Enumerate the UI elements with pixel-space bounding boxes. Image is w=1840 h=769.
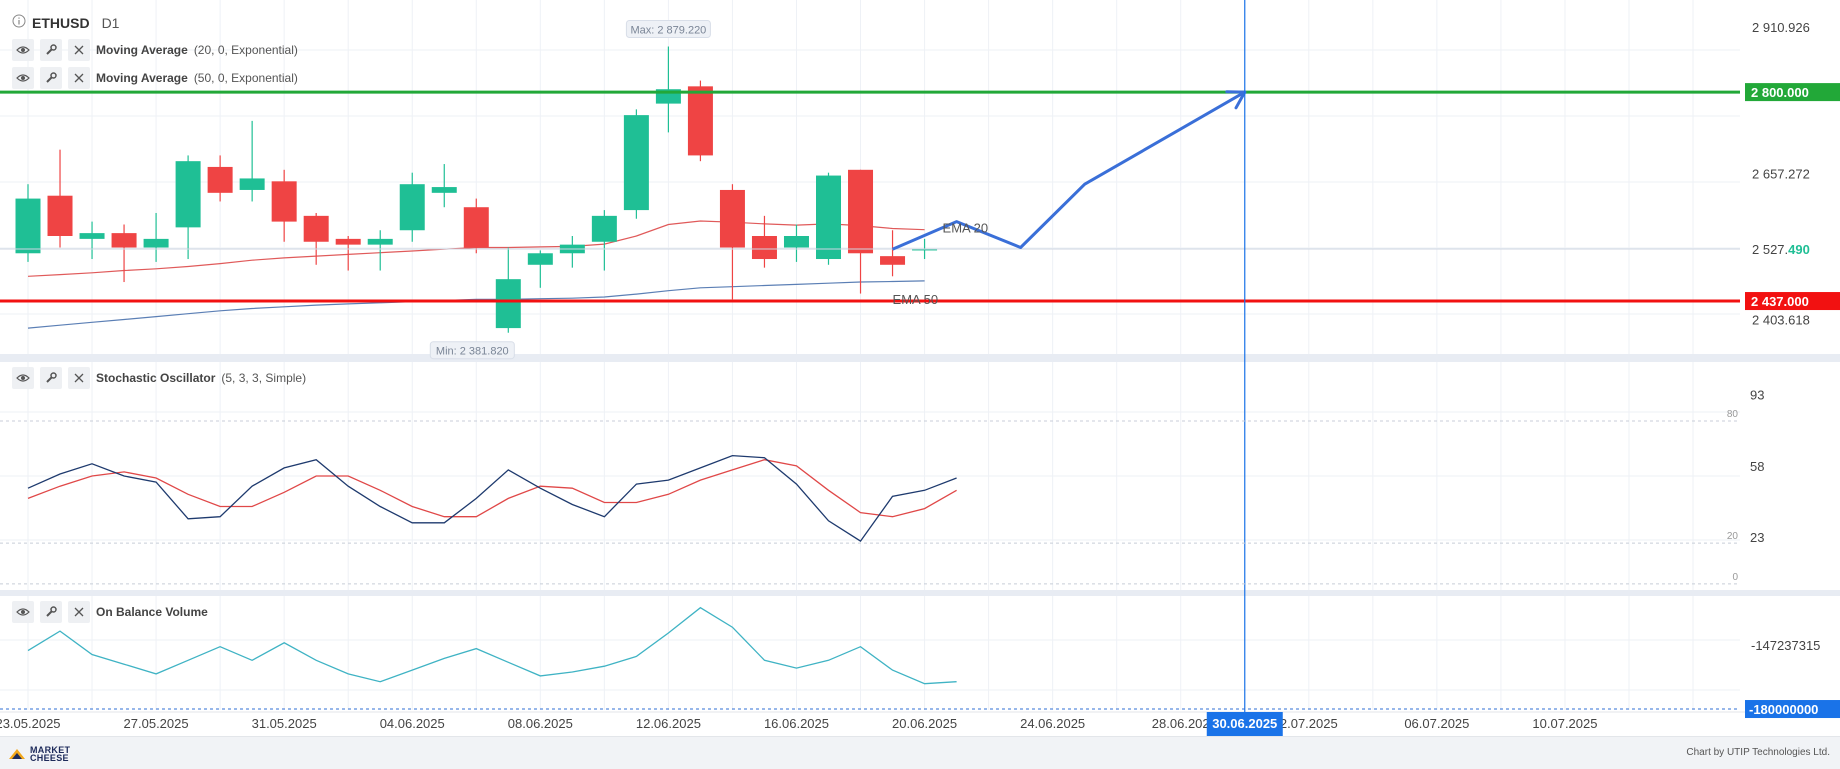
x-tick-label: 31.05.2025 bbox=[252, 716, 317, 731]
pane-separator[interactable] bbox=[0, 590, 1840, 596]
x-tick-label: 04.06.2025 bbox=[380, 716, 445, 731]
candle-body[interactable] bbox=[176, 161, 201, 227]
indicator-name: Moving Average bbox=[96, 71, 188, 85]
close-icon[interactable] bbox=[68, 39, 90, 61]
ema50-label: EMA 50 bbox=[893, 292, 939, 307]
symbol-label: ETHUSD bbox=[32, 15, 90, 31]
candle-body[interactable] bbox=[688, 86, 713, 155]
x-tick-label: 20.06.2025 bbox=[892, 716, 957, 731]
x-tick-label: 2.07.2025 bbox=[1280, 716, 1338, 731]
chart-credit: Chart by UTIP Technologies Ltd. bbox=[1686, 747, 1830, 758]
x-tick-label: 12.06.2025 bbox=[636, 716, 701, 731]
stochastic-level-label: 80 bbox=[1727, 409, 1739, 420]
y-tick-label: 2 657.272 bbox=[1752, 166, 1810, 181]
stochastic-y-tick: 58 bbox=[1750, 459, 1764, 474]
candle-body[interactable] bbox=[304, 216, 329, 242]
candle-body[interactable] bbox=[240, 178, 265, 190]
indicator-row-ema50: Moving Average (50, 0, Exponential) bbox=[12, 67, 298, 89]
candle-body[interactable] bbox=[432, 187, 457, 193]
wrench-icon[interactable] bbox=[40, 601, 62, 623]
candle-body[interactable] bbox=[496, 279, 521, 328]
candle-body[interactable] bbox=[880, 256, 905, 265]
wrench-icon[interactable] bbox=[40, 39, 62, 61]
x-tick-label: 16.06.2025 bbox=[764, 716, 829, 731]
candle-body[interactable] bbox=[48, 196, 73, 236]
min-callout-label: Min: 2 381.820 bbox=[436, 346, 509, 358]
timeframe-label[interactable]: D1 bbox=[102, 15, 120, 31]
stochastic-y-tick: 93 bbox=[1750, 388, 1764, 403]
x-tick-label: 27.05.2025 bbox=[124, 716, 189, 731]
cheese-logo-icon bbox=[8, 747, 26, 761]
pane-separator[interactable] bbox=[0, 354, 1840, 362]
symbol-header: ETHUSD D1 bbox=[12, 14, 119, 31]
stochastic-y-tick: 23 bbox=[1750, 530, 1764, 545]
candle-body[interactable] bbox=[624, 115, 649, 210]
candle-body[interactable] bbox=[16, 199, 41, 254]
eye-icon[interactable] bbox=[12, 601, 34, 623]
candle-body[interactable] bbox=[144, 239, 169, 248]
x-tick-label: 28.06.202 bbox=[1152, 716, 1210, 731]
logo-line2: CHEESE bbox=[30, 754, 70, 762]
wrench-icon[interactable] bbox=[40, 67, 62, 89]
candle-body[interactable] bbox=[720, 190, 745, 248]
close-icon[interactable] bbox=[68, 601, 90, 623]
x-tick-label: 06.07.2025 bbox=[1404, 716, 1469, 731]
x-tick-label: 08.06.2025 bbox=[508, 716, 573, 731]
indicator-params: (5, 3, 3, Simple) bbox=[221, 371, 306, 385]
obv-axis-tag-label: -180000000 bbox=[1749, 702, 1818, 717]
current-price-axis-label: 2 527.490 bbox=[1752, 242, 1810, 257]
x-tick-label: 10.07.2025 bbox=[1532, 716, 1597, 731]
close-icon[interactable] bbox=[68, 367, 90, 389]
candle-body[interactable] bbox=[592, 216, 617, 242]
indicator-name: Moving Average bbox=[96, 43, 188, 57]
current-price-decimal: 490 bbox=[1788, 242, 1810, 257]
candle-body[interactable] bbox=[112, 233, 137, 247]
indicator-name: On Balance Volume bbox=[96, 605, 208, 619]
x-tick-label: 23.05.2025 bbox=[0, 716, 61, 731]
obv-header: On Balance Volume bbox=[12, 601, 208, 623]
candle-body[interactable] bbox=[848, 170, 873, 253]
level-axis-tag-label: 2 800.000 bbox=[1751, 85, 1809, 100]
level-axis-tag-label: 2 437.000 bbox=[1751, 294, 1809, 309]
stochastic-level-label: 20 bbox=[1727, 531, 1739, 542]
indicator-name: Stochastic Oscillator bbox=[96, 371, 215, 385]
candle-body[interactable] bbox=[272, 181, 297, 221]
candle-body[interactable] bbox=[752, 236, 777, 259]
eye-icon[interactable] bbox=[12, 67, 34, 89]
indicator-params: (20, 0, Exponential) bbox=[194, 43, 298, 57]
indicator-params: (50, 0, Exponential) bbox=[194, 71, 298, 85]
y-tick-label: 2 403.618 bbox=[1752, 312, 1810, 327]
close-icon[interactable] bbox=[68, 67, 90, 89]
info-icon[interactable] bbox=[12, 14, 26, 31]
ema20-label: EMA 20 bbox=[943, 221, 989, 236]
candle-body[interactable] bbox=[208, 167, 233, 193]
x-tick-label: 24.06.2025 bbox=[1020, 716, 1085, 731]
candle-body[interactable] bbox=[336, 239, 361, 245]
candle-body[interactable] bbox=[528, 253, 553, 265]
max-callout-label: Max: 2 879.220 bbox=[630, 24, 706, 36]
candle-body[interactable] bbox=[816, 176, 841, 259]
candle-body[interactable] bbox=[368, 239, 393, 245]
candle-body[interactable] bbox=[400, 184, 425, 230]
stochastic-level-label: 0 bbox=[1732, 572, 1738, 583]
stochastic-header: Stochastic Oscillator (5, 3, 3, Simple) bbox=[12, 367, 306, 389]
candle-body[interactable] bbox=[464, 207, 489, 247]
eye-icon[interactable] bbox=[12, 39, 34, 61]
eye-icon[interactable] bbox=[12, 367, 34, 389]
x-axis-highlight-label: 30.06.2025 bbox=[1212, 716, 1277, 731]
y-tick-label: 2 910.926 bbox=[1752, 20, 1810, 35]
obv-y-tick: -147237315 bbox=[1751, 638, 1820, 653]
wrench-icon[interactable] bbox=[40, 367, 62, 389]
current-price-main: 2 527. bbox=[1752, 242, 1788, 257]
candle-body[interactable] bbox=[784, 236, 809, 248]
indicator-row-ema20: Moving Average (20, 0, Exponential) bbox=[12, 39, 298, 61]
candle-body[interactable] bbox=[80, 233, 105, 239]
